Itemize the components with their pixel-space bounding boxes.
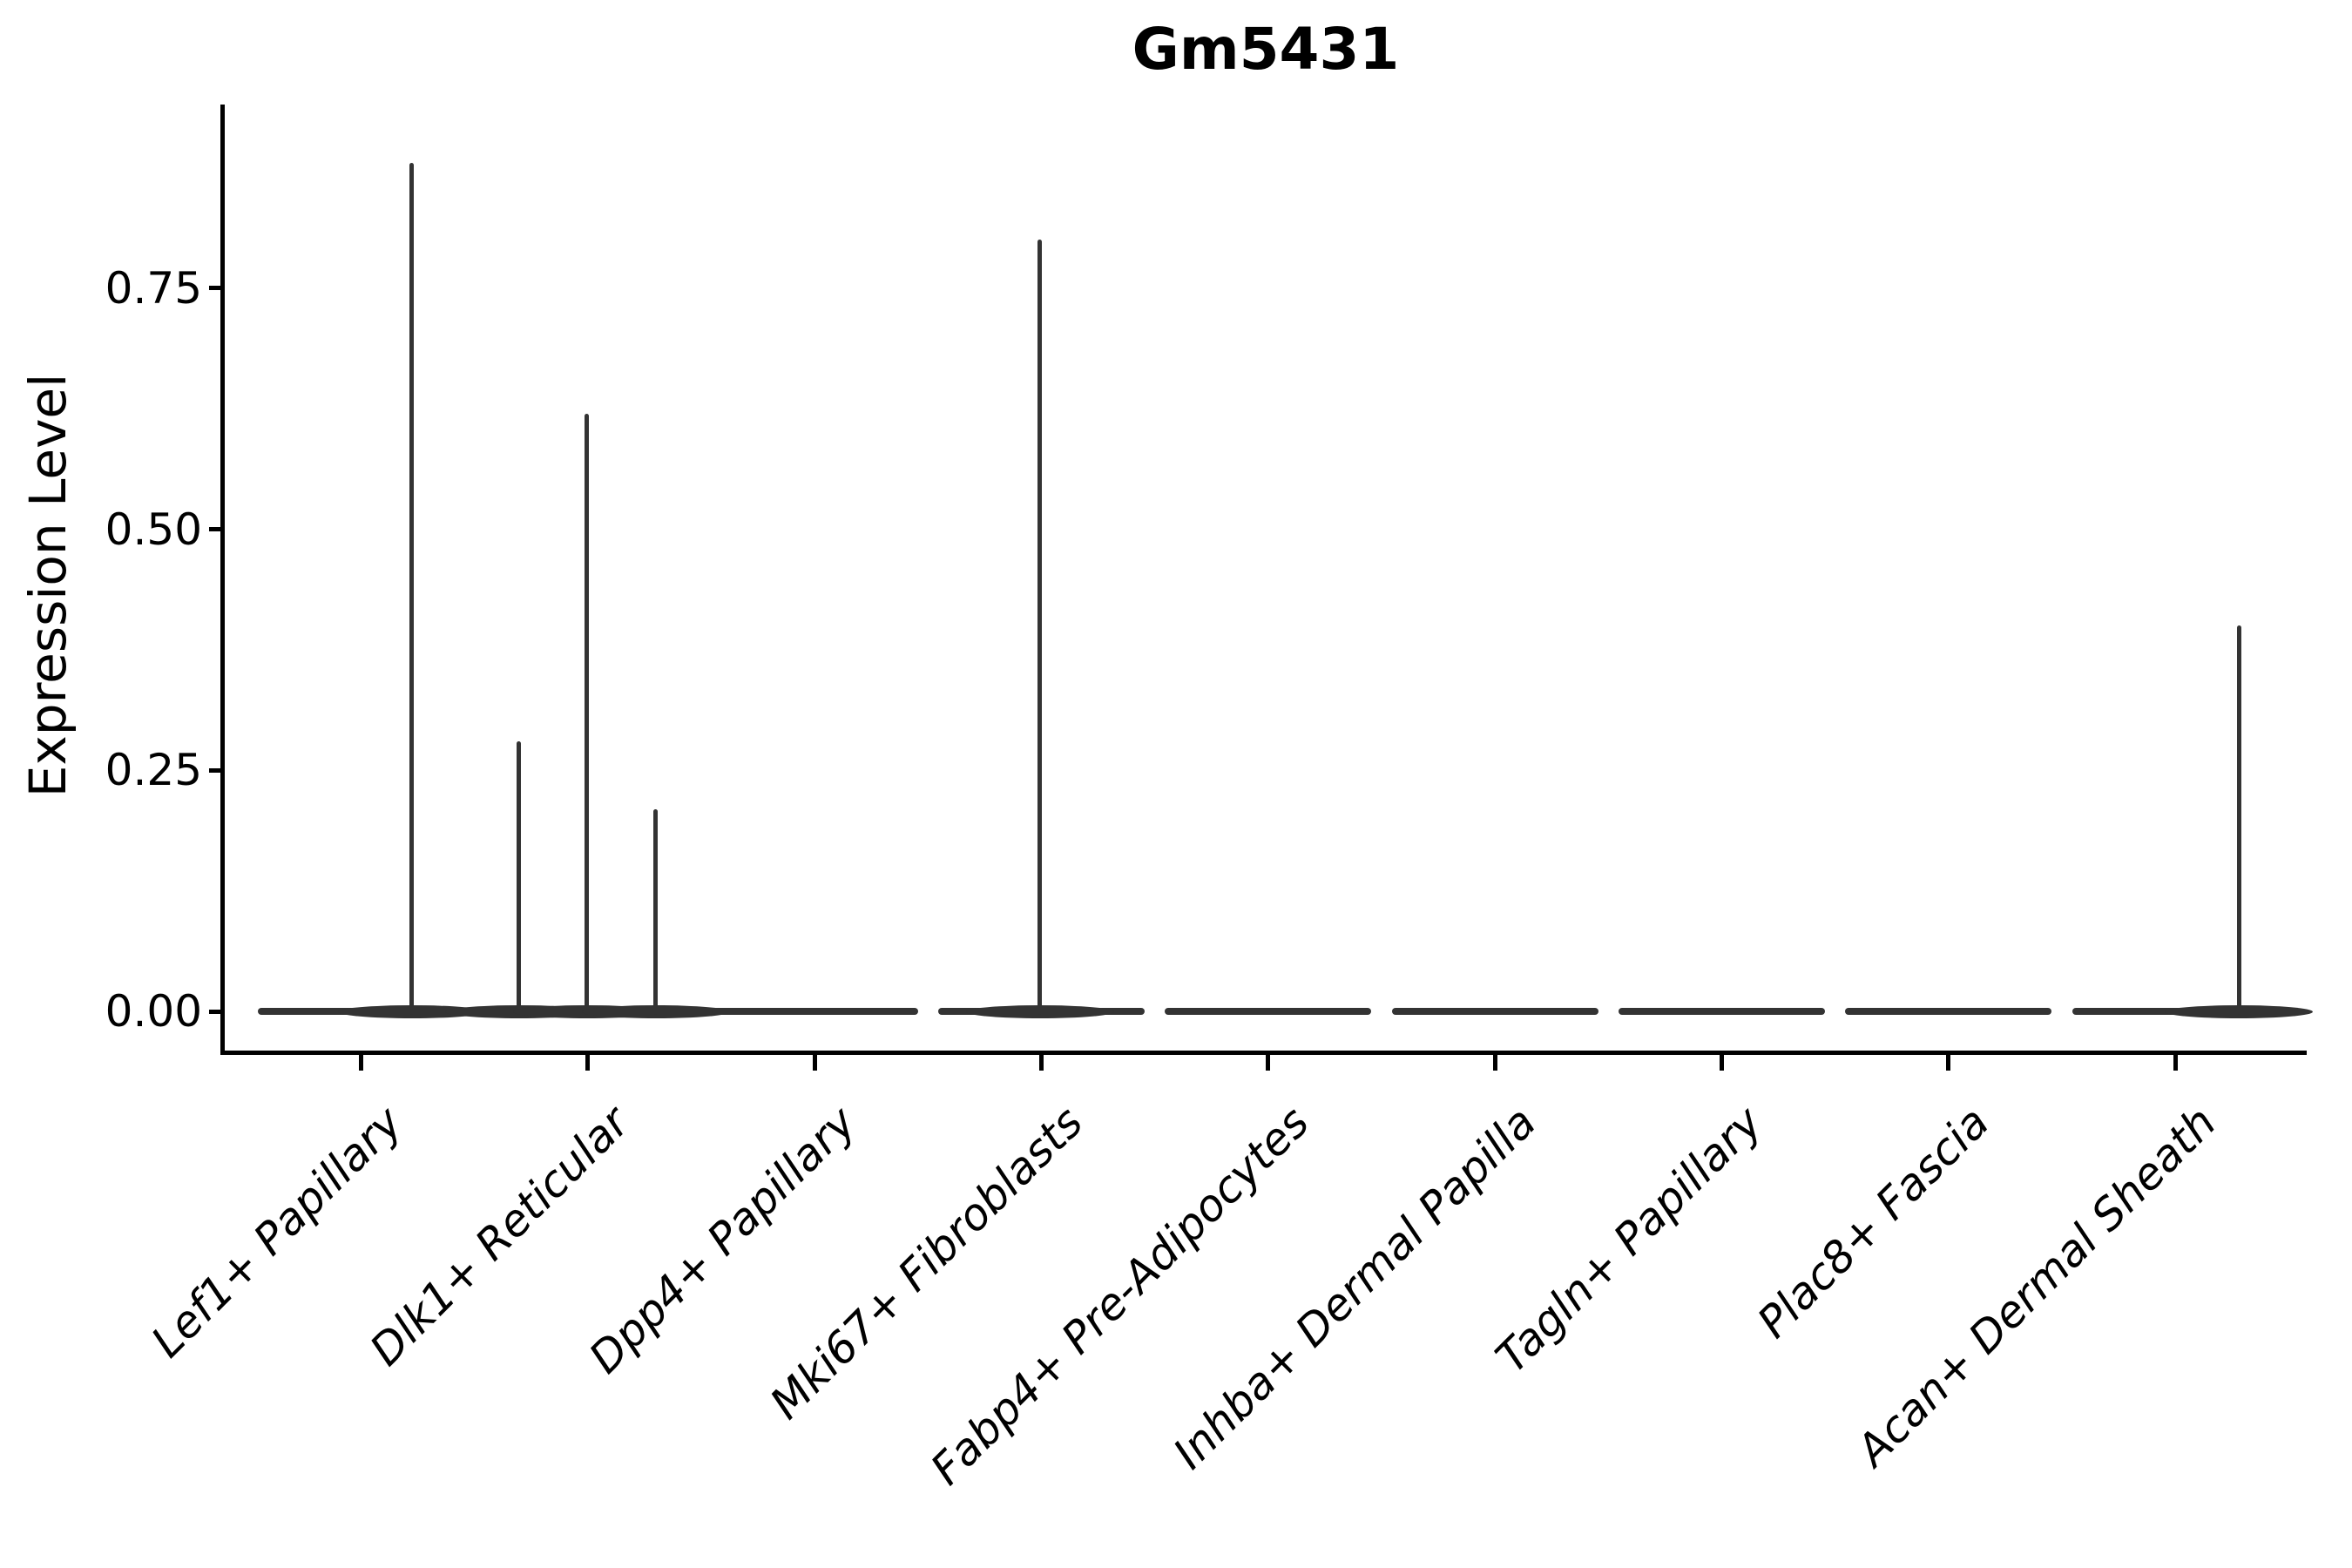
y-tick-label: 0.75 xyxy=(105,262,202,314)
x-axis-spine xyxy=(220,1051,2307,1055)
x-tick xyxy=(1946,1055,1951,1071)
x-tick xyxy=(1266,1055,1271,1071)
x-tick xyxy=(812,1055,817,1071)
x-tick xyxy=(1039,1055,1044,1071)
violin-baseline xyxy=(1618,1008,1825,1016)
violin-spike xyxy=(2236,625,2241,1016)
x-tick xyxy=(1492,1055,1497,1071)
x-tick xyxy=(585,1055,591,1071)
x-tick xyxy=(359,1055,364,1071)
y-tick-label: 0.50 xyxy=(105,504,202,555)
y-tick xyxy=(209,286,225,291)
x-tick xyxy=(1719,1055,1724,1071)
y-tick xyxy=(209,767,225,773)
y-axis-label: Expression Level xyxy=(18,373,78,798)
violin-baseline xyxy=(1845,1008,2052,1016)
x-tick-label: Plac8+ Fascia xyxy=(1747,1097,1999,1348)
plot-title: Gm5431 xyxy=(1132,16,1400,83)
violin-baseline xyxy=(1165,1008,1372,1016)
x-tick-label: Lef1+ Papillary xyxy=(141,1097,412,1368)
y-tick-label: 0.00 xyxy=(105,986,202,1037)
violin-spike xyxy=(409,162,415,1016)
y-axis-spine xyxy=(220,105,225,1055)
y-tick-label: 0.25 xyxy=(105,745,202,796)
x-tick-label: Fabp4+ Pre-Adipocytes xyxy=(921,1097,1319,1495)
y-tick xyxy=(209,527,225,532)
violin-spike xyxy=(585,413,590,1016)
violin-baseline xyxy=(711,1008,918,1016)
violin-spike xyxy=(517,741,522,1016)
violin-spike xyxy=(1037,240,1042,1016)
y-tick xyxy=(209,1009,225,1014)
violin-baseline xyxy=(1391,1008,1598,1016)
violin-spike xyxy=(653,808,659,1016)
x-tick xyxy=(2173,1055,2178,1071)
